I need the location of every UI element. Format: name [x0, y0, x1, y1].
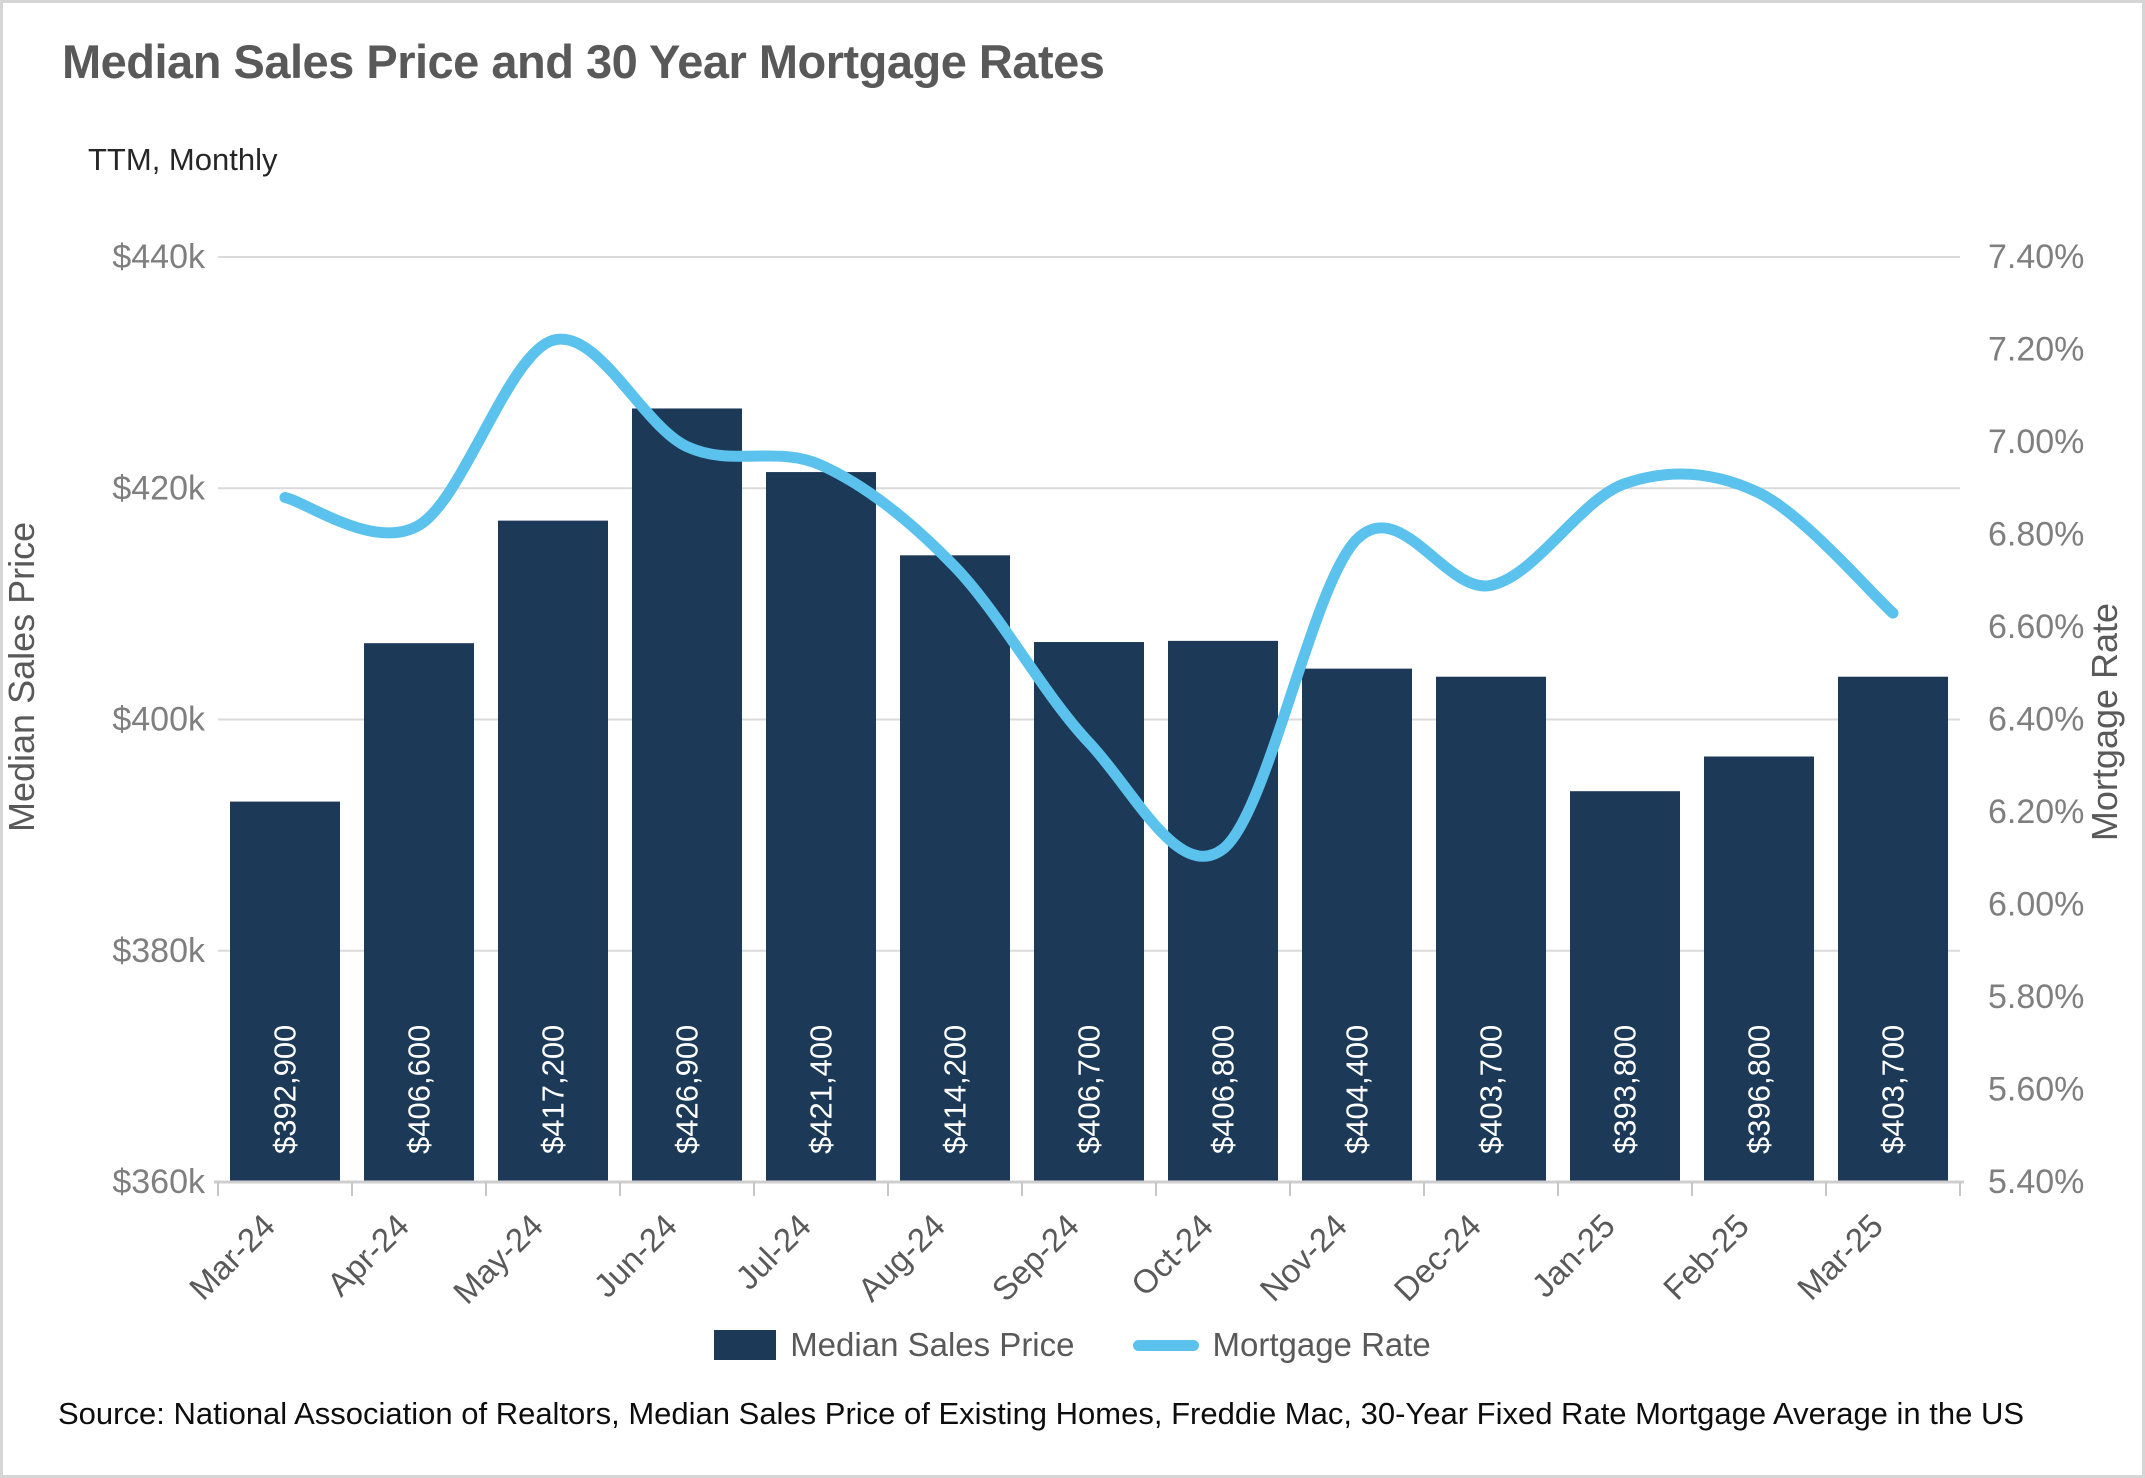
bar [1436, 676, 1546, 1182]
x-tick-label: May-24 [446, 1207, 550, 1311]
bar-value-label: $406,600 [402, 1025, 437, 1154]
y-right-tick-label: 5.60% [1988, 1071, 2084, 1109]
bar-value-label: $417,200 [536, 1025, 571, 1154]
bar [1838, 676, 1948, 1182]
x-tick-label: Dec-24 [1387, 1207, 1488, 1308]
source-note: Source: National Association of Realtors… [58, 1396, 2025, 1431]
x-tick-label: Nov-24 [1253, 1207, 1354, 1308]
bar [230, 801, 340, 1182]
bar [1168, 640, 1278, 1182]
bar-value-label: $426,900 [670, 1025, 705, 1154]
bar-value-label: $414,200 [938, 1025, 973, 1154]
y-right-tick-label: 7.20% [1988, 331, 2084, 369]
y-right-tick-label: 6.00% [1988, 886, 2084, 924]
bar-value-label: $403,700 [1876, 1025, 1911, 1154]
chart-legend: Median Sales Price Mortgage Rate [0, 1320, 2145, 1370]
bar-value-label: $393,800 [1608, 1025, 1643, 1154]
bar-value-label: $406,700 [1072, 1025, 1107, 1154]
y-right-tick-label: 6.40% [1988, 701, 2084, 739]
mortgage-rate-line [279, 333, 1899, 862]
bar [364, 643, 474, 1182]
legend-bar-label: Median Sales Price [790, 1326, 1075, 1363]
y-left-tick-label: $380k [112, 932, 206, 970]
bar [632, 408, 742, 1182]
y-right-tick-label: 5.80% [1988, 978, 2084, 1016]
x-tick-label: Jan-25 [1524, 1207, 1622, 1305]
bar [1570, 791, 1680, 1182]
x-tick-label: Apr-24 [320, 1207, 416, 1303]
y-left-tick-label: $400k [112, 701, 206, 739]
y-right-tick-label: 7.40% [1988, 238, 2084, 276]
bar [766, 472, 876, 1182]
bar [1034, 642, 1144, 1182]
chart-subtitle: TTM, Monthly [88, 142, 278, 177]
x-tick-label: Feb-25 [1656, 1207, 1756, 1307]
y-right-tick-label: 5.40% [1988, 1163, 2084, 1201]
x-tick-label: Oct-24 [1124, 1207, 1220, 1303]
y-left-tick-label: $420k [112, 469, 206, 507]
bar-value-label: $403,700 [1474, 1025, 1509, 1154]
bar-value-label: $406,800 [1206, 1025, 1241, 1154]
x-tick-label: Sep-24 [985, 1207, 1086, 1308]
bar [1704, 756, 1814, 1182]
bar [1302, 668, 1412, 1182]
line-series-swatch [1132, 1339, 1199, 1351]
legend-line-label: Mortgage Rate [1212, 1326, 1431, 1363]
y-left-tick-label: $360k [112, 1163, 206, 1201]
x-tick-label: Mar-24 [182, 1207, 282, 1307]
y-right-tick-label: 6.80% [1988, 516, 2084, 554]
y-left-tick-label: $440k [112, 238, 206, 276]
bar-value-label: $421,400 [804, 1025, 839, 1154]
x-tick-label: Jun-24 [586, 1207, 684, 1305]
bar [498, 520, 608, 1182]
y-right-tick-label: 7.00% [1988, 423, 2084, 461]
x-tick-label: Mar-25 [1790, 1207, 1890, 1307]
x-tick-label: Jul-24 [728, 1207, 818, 1297]
bar [900, 555, 1010, 1182]
y-right-tick-label: 6.60% [1988, 608, 2084, 646]
x-tick-label: Aug-24 [851, 1207, 952, 1308]
bar-value-label: $392,900 [268, 1025, 303, 1154]
bar-value-label: $404,400 [1340, 1025, 1375, 1154]
bar-value-label: $396,800 [1742, 1025, 1777, 1154]
bar-series-swatch [714, 1330, 777, 1360]
y-right-tick-label: 6.20% [1988, 793, 2084, 831]
chart-title: Median Sales Price and 30 Year Mortgage … [62, 35, 1105, 88]
